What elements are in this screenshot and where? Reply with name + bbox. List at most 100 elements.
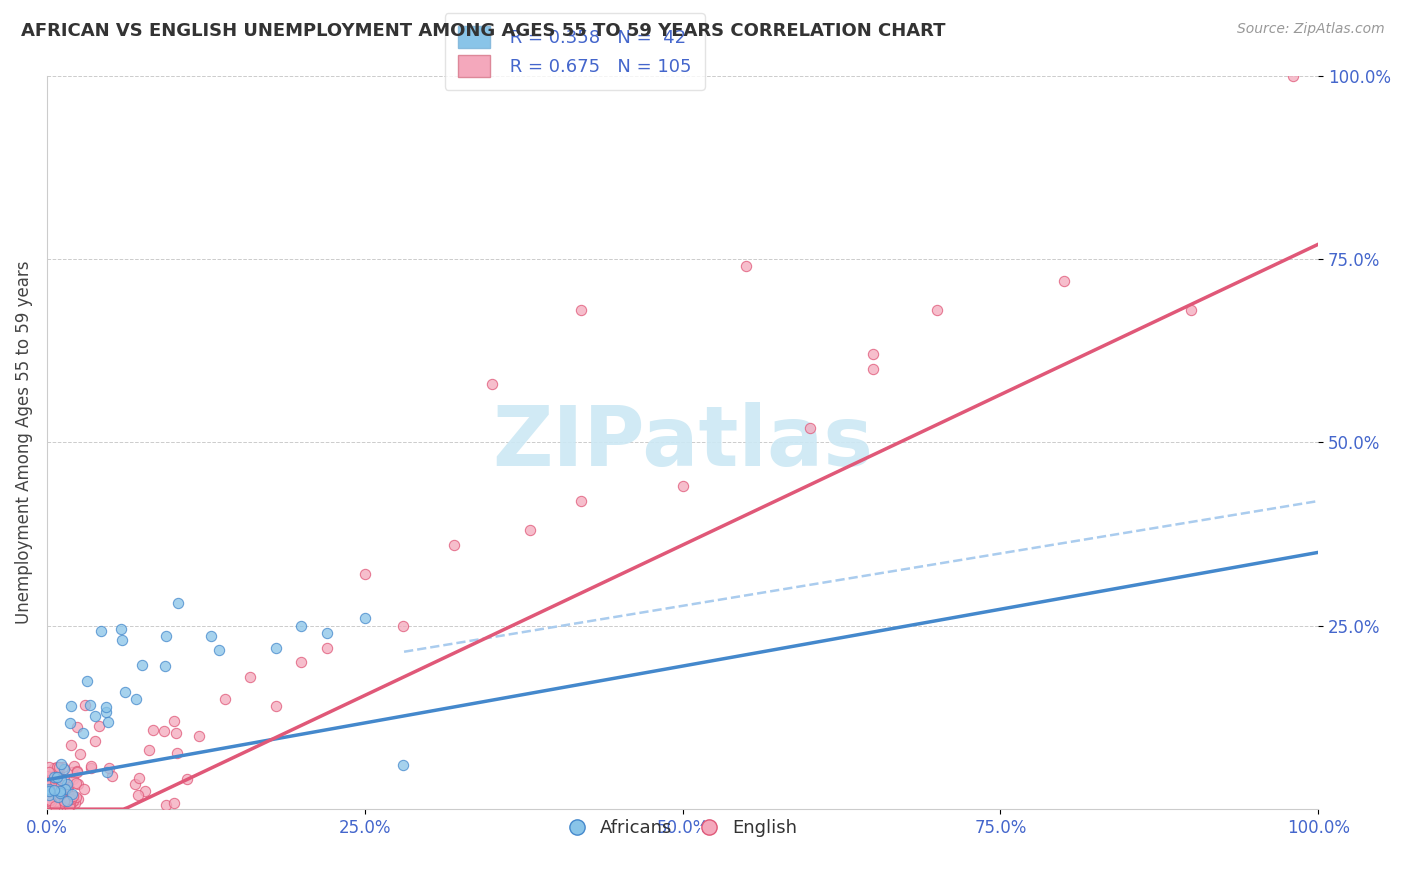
Point [166, 596, 188, 610]
Point [42, 796, 65, 810]
Point [214, 692, 236, 706]
Point [60, 787, 83, 801]
Point [163, 714, 186, 728]
Point [58, 798, 80, 813]
Text: AFRICAN VS ENGLISH UNEMPLOYMENT AMONG AGES 55 TO 59 YEARS CORRELATION CHART: AFRICAN VS ENGLISH UNEMPLOYMENT AMONG AG… [21, 22, 946, 40]
Point [37, 786, 59, 800]
Point [84, 733, 107, 747]
Point [131, 657, 153, 672]
Point [37, 769, 59, 783]
Point [200, 629, 222, 643]
Point [87, 719, 110, 733]
Point [46, 762, 69, 776]
Point [66, 764, 89, 779]
Point [53, 762, 76, 776]
Point [165, 725, 187, 739]
Point [56, 794, 79, 808]
Point [264, 640, 287, 655]
Point [671, 479, 693, 493]
Point [44, 761, 66, 775]
Legend: Africans, English: Africans, English [561, 812, 804, 844]
Point [735, 259, 758, 273]
Point [353, 567, 375, 582]
Text: ZIPatlas: ZIPatlas [492, 401, 873, 483]
Point [44, 773, 66, 788]
Point [125, 691, 148, 706]
Point [569, 303, 592, 318]
Point [45, 794, 67, 808]
Point [59, 738, 82, 752]
Point [188, 729, 211, 743]
Point [176, 772, 198, 786]
Point [138, 743, 160, 757]
Point [59, 796, 82, 810]
Text: Source: ZipAtlas.com: Source: ZipAtlas.com [1237, 22, 1385, 37]
Point [290, 656, 312, 670]
Point [45, 770, 67, 784]
Point [60, 792, 83, 806]
Point [46, 759, 69, 773]
Point [127, 788, 149, 802]
Point [290, 618, 312, 632]
Point [481, 376, 503, 391]
Point [153, 658, 176, 673]
Point [38, 789, 60, 803]
Point [59, 715, 82, 730]
Point [38, 764, 60, 779]
Point [128, 771, 150, 785]
Point [53, 782, 76, 797]
Point [55, 777, 77, 791]
Point [65, 790, 87, 805]
Point [862, 347, 884, 361]
Point [392, 618, 415, 632]
Point [38, 783, 60, 797]
Point [166, 747, 188, 761]
Point [264, 699, 287, 714]
Point [51, 778, 73, 792]
Point [114, 684, 136, 698]
Point [66, 764, 89, 778]
Point [60, 699, 83, 714]
Point [163, 797, 186, 811]
Point [66, 720, 89, 734]
Point [63, 797, 86, 811]
Point [80, 761, 103, 775]
Point [44, 797, 66, 812]
Point [39, 796, 62, 810]
Point [1180, 303, 1202, 318]
Point [48, 786, 70, 800]
Point [72, 726, 94, 740]
Point [56, 782, 79, 797]
Point [42, 771, 65, 785]
Point [44, 783, 66, 797]
Point [56, 787, 79, 801]
Point [111, 633, 134, 648]
Point [53, 772, 76, 786]
Point [56, 784, 79, 798]
Point [55, 789, 77, 804]
Point [862, 362, 884, 376]
Point [38, 783, 60, 797]
Point [97, 715, 120, 730]
Point [155, 628, 177, 642]
Point [35, 772, 58, 787]
Point [110, 622, 132, 636]
Point [38, 781, 60, 796]
Point [925, 303, 948, 318]
Point [66, 777, 89, 791]
Point [48, 764, 70, 778]
Point [38, 760, 60, 774]
Point [94, 700, 117, 714]
Point [37, 794, 59, 808]
Point [569, 494, 592, 508]
Point [443, 538, 465, 552]
Point [315, 626, 337, 640]
Point [58, 792, 80, 806]
Point [39, 793, 62, 807]
Point [59, 793, 82, 807]
Point [97, 761, 120, 775]
Point [53, 794, 76, 808]
Point [38, 771, 60, 785]
Point [80, 758, 103, 772]
Point [55, 799, 77, 814]
